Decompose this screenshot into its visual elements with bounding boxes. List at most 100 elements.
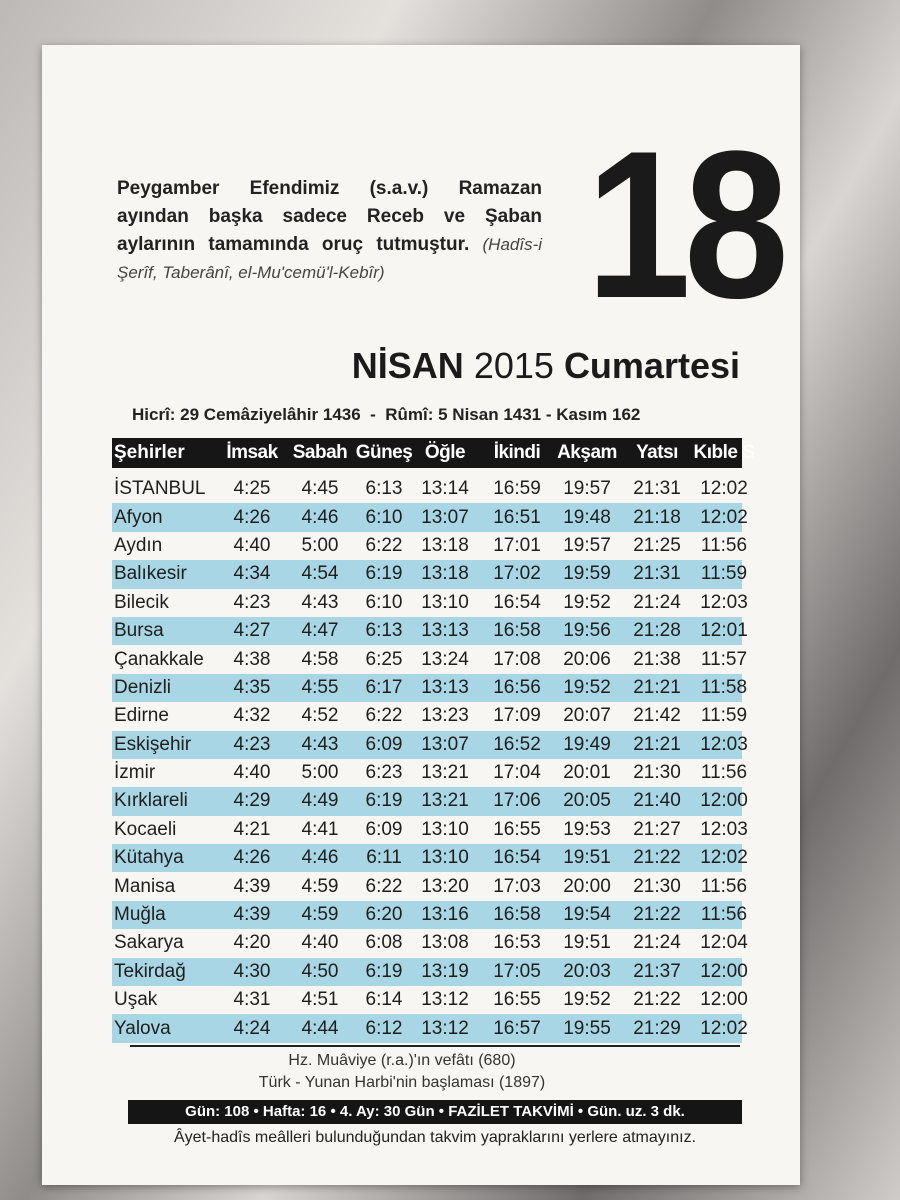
table-row: Sakarya 4:20 4:40 6:08 13:08 16:53 19:51 21:24 1… [112,929,748,957]
time: 13:13 [421,620,469,642]
city: Edirne [114,705,169,727]
time: 17:06 [493,790,541,812]
weekday: Cumartesi [563,345,740,386]
time: 6:23 [365,762,403,784]
time: 4:23 [233,733,271,755]
time: 4:40 [233,534,271,556]
time: 6:12 [365,1017,403,1039]
time: 16:57 [493,1017,541,1039]
city: Bursa [114,620,164,642]
time: 16:53 [493,932,541,954]
city: Eskişehir [114,733,192,755]
time: 19:48 [563,506,611,528]
city: İzmir [114,762,156,784]
time: 19:57 [563,534,611,556]
city: Denizli [114,676,172,698]
city: Aydın [114,534,163,556]
time: 6:13 [365,620,403,642]
time: 20:01 [563,762,611,784]
table-row: İSTANBUL 4:25 4:45 6:13 13:14 16:59 19:57 21:31… [112,475,748,503]
time: 21:25 [633,534,681,556]
rule [130,1045,740,1047]
quote-source: (Hadîs-i Şerîf, Taberânî, el-Mu'cemü'l-K… [117,235,543,282]
city: Manisa [114,875,176,897]
time: 4:40 [233,762,271,784]
time: 13:12 [421,989,469,1011]
time: 19:51 [563,847,611,869]
event: Türk - Yunan Harbi'nin başlaması (1897) [258,1074,546,1091]
time: 17:01 [493,534,541,556]
time: 6:09 [365,818,403,840]
time: 4:41 [301,818,339,840]
time: 4:26 [233,847,271,869]
header-cell: Güneş [355,442,413,463]
header-cell: Öğle [424,442,466,463]
time: 4:34 [233,563,271,585]
table-row: Bilecik 4:23 4:43 6:10 13:10 16:54 19:52 21:24 1… [112,589,748,617]
calendar-leaf: Peygamber Efendimiz (s.a.v.) Ramazan ayı… [42,45,800,1185]
city: Uşak [114,989,158,1011]
time: 21:22 [633,847,681,869]
time: 4:38 [233,648,271,670]
time: 4:46 [301,847,339,869]
time: 19:49 [563,733,611,755]
table-row: Afyon 4:26 4:46 6:10 13:07 16:51 19:48 21:18 12:… [112,503,748,532]
table-row: Kırklareli 4:29 4:49 6:19 13:21 17:06 20:05 21:… [112,787,748,816]
time: 17:05 [493,960,541,982]
header-cell: Yatsı [636,442,678,463]
time: 6:20 [365,904,403,926]
time: 13:24 [421,648,469,670]
time: 4:50 [301,960,339,982]
time: 16:58 [493,904,541,926]
time: 4:43 [301,591,339,613]
table-row: Aydın 4:40 5:00 6:22 13:18 17:01 19:57 21:25 11:… [112,532,747,560]
table-row: İzmir 4:40 5:00 6:23 13:21 17:04 20:01 21:30 11:… [112,759,747,787]
table-row: Balıkesir 4:34 4:54 6:19 13:18 17:02 19:59 21:3… [112,560,747,589]
time: 6:08 [365,932,403,954]
time: 4:51 [301,989,339,1011]
time: 16:52 [493,733,541,755]
time: 6:17 [365,676,403,698]
time: 4:21 [233,818,271,840]
time: 6:25 [365,648,403,670]
table-row: Tekirdağ 4:30 4:50 6:19 13:19 17:05 20:03 21:37… [112,957,748,987]
time: 12:00 [700,960,748,982]
time: 4:45 [301,478,339,500]
time: 19:52 [563,676,611,698]
time: 12:02 [700,506,748,528]
table-row: Denizli 4:35 4:55 6:17 13:13 16:56 19:52 21:21 1… [112,673,747,703]
time: 19:52 [563,989,611,1011]
time: 5:00 [301,762,339,784]
city: Muğla [114,904,166,926]
time: 20:03 [563,960,611,982]
prayer-table: Şehirler İmsak Sabah Güneş Öğle İkindi Akşam Ya… [112,438,755,1043]
time: 12:02 [700,478,748,500]
time: 13:10 [421,847,469,869]
time: 12:03 [700,591,748,613]
time: 21:38 [633,648,681,670]
time: 6:14 [365,989,403,1011]
time: 21:27 [633,818,681,840]
city: Kırklareli [114,790,188,812]
time: 19:59 [563,563,611,585]
table-row: Eskişehir 4:23 4:43 6:09 13:07 16:52 19:49 21:2… [112,730,748,759]
time: 12:02 [700,847,748,869]
time: 16:59 [493,478,541,500]
time: 16:56 [493,676,541,698]
table-row: Edirne 4:32 4:52 6:22 13:23 17:09 20:07 21:42 11… [112,702,747,730]
time: 12:00 [700,790,748,812]
header-cell: Sabah [292,442,348,463]
time: 4:27 [233,620,271,642]
time: 13:19 [421,960,469,982]
time: 20:06 [563,648,611,670]
time: 20:07 [563,705,611,727]
time: 21:28 [633,620,681,642]
events: Hz. Muâviye (r.a.)'ın vefâtı (680) Türk -… [122,1050,682,1094]
table-row: Muğla 4:39 4:59 6:20 13:16 16:58 19:54 21:22 11:… [112,900,747,930]
time: 11:56 [700,875,748,897]
time: 16:54 [493,847,541,869]
time: 21:18 [633,506,681,528]
time: 4:54 [301,563,339,585]
time: 21:29 [633,1017,681,1039]
